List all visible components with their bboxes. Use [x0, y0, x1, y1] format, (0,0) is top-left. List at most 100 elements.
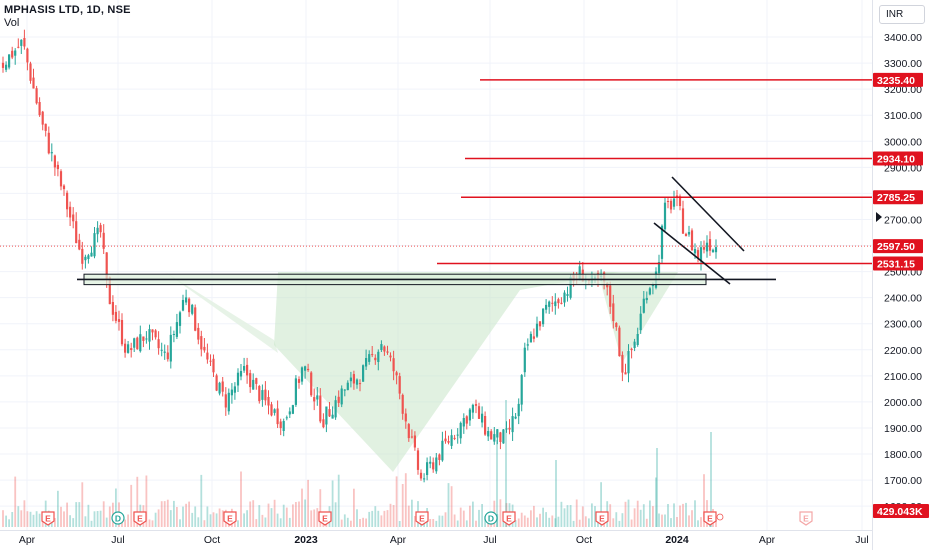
- candle-body: [258, 386, 261, 402]
- volume-bar: [90, 520, 93, 527]
- candle-body: [459, 422, 462, 439]
- candle-body: [426, 462, 429, 475]
- candle-body: [197, 327, 200, 340]
- volume-bar: [316, 508, 319, 527]
- volume-bar: [469, 505, 471, 527]
- volume-bar: [688, 515, 690, 527]
- time-tick-label: 2023: [294, 534, 318, 546]
- volume-bar: [618, 520, 621, 527]
- volume-bar: [612, 518, 615, 527]
- candle-body: [41, 111, 44, 125]
- volume-bar: [630, 519, 633, 527]
- wedge-lower-line: [653, 222, 731, 285]
- candle-body: [117, 319, 121, 322]
- volume-bar: [715, 520, 717, 527]
- candle-body: [279, 421, 282, 429]
- candle-body: [66, 192, 69, 210]
- candle-body: [185, 297, 188, 303]
- volume-bar: [26, 511, 29, 527]
- volume-bar: [154, 512, 157, 527]
- volume-bar: [371, 510, 374, 527]
- candle-body: [233, 386, 236, 393]
- candle-body: [294, 378, 297, 405]
- volume-bar: [542, 507, 544, 527]
- volume-bar: [555, 460, 557, 527]
- dividend-event-icon: [484, 511, 498, 525]
- volume-bar: [69, 515, 71, 527]
- candle-body: [532, 336, 535, 339]
- volume-bar: [240, 471, 242, 527]
- candle-body: [538, 321, 542, 327]
- volume-bar: [334, 502, 337, 527]
- candle-body: [493, 434, 496, 442]
- candle-body: [78, 239, 81, 250]
- candle-body: [212, 358, 215, 373]
- volume-bar: [108, 506, 111, 527]
- candle-body: [105, 252, 108, 280]
- candle-body: [642, 298, 645, 313]
- volume-bar: [496, 440, 498, 527]
- volume-bar: [554, 518, 557, 527]
- time-axis: Apr Jul Oct 2023 Apr Jul Oct 2024 Apr Jul: [19, 534, 869, 546]
- candle-body: [120, 320, 124, 345]
- candle-body: [285, 417, 288, 419]
- event-icon-letter: E: [322, 514, 328, 524]
- candle-body: [618, 327, 621, 357]
- candle-body: [423, 478, 426, 480]
- candle-body: [535, 323, 539, 337]
- pattern-right-shoulder: [598, 272, 678, 363]
- candle-body: [624, 372, 627, 375]
- earnings-event-icon: [41, 511, 55, 526]
- volume-bar: [685, 502, 687, 527]
- volume-bar: [270, 508, 273, 527]
- candle-body: [291, 405, 294, 414]
- volume-bar: [664, 514, 666, 527]
- volume-bar: [157, 509, 160, 527]
- volume-bar: [267, 503, 270, 527]
- candle-body: [50, 152, 53, 154]
- dividend-event-icon: [111, 511, 125, 525]
- volume-bar: [191, 512, 194, 527]
- event-icon-letter: D: [488, 514, 494, 524]
- candle-body: [419, 472, 423, 479]
- candle-body: [669, 200, 673, 210]
- candle-body: [404, 413, 407, 422]
- candle-body: [29, 63, 32, 81]
- wedge-upper-line: [671, 176, 745, 252]
- candle-body: [337, 396, 340, 403]
- volume-bar: [17, 506, 20, 527]
- candle-body: [477, 406, 481, 419]
- last-price-tag-bg: [873, 239, 923, 254]
- candle-body: [276, 408, 279, 425]
- symbol-title[interactable]: MPHASIS LTD, 1D, NSE: [4, 4, 131, 16]
- volume-bar: [151, 520, 154, 527]
- volume-bar: [591, 503, 593, 527]
- candle-body: [660, 225, 664, 259]
- volume-bar: [679, 505, 681, 527]
- volume-bar: [194, 506, 197, 527]
- candle-body: [72, 214, 75, 222]
- candle-body: [401, 394, 404, 414]
- time-tick-label: Apr: [19, 534, 36, 546]
- candle-body: [249, 373, 252, 388]
- volume-bar: [115, 488, 117, 527]
- currency-button[interactable]: INR: [879, 5, 925, 24]
- candle-body: [239, 371, 243, 377]
- candle-body: [444, 438, 447, 442]
- candle-body: [651, 284, 654, 287]
- event-icon-letter: E: [137, 514, 143, 524]
- volume-bar: [258, 505, 261, 527]
- volume-bar: [206, 506, 209, 527]
- candle-body: [209, 360, 212, 362]
- volume-bar: [169, 510, 172, 527]
- volume-bar: [32, 514, 35, 527]
- volume-bar: [160, 501, 163, 527]
- candle-body: [636, 334, 639, 345]
- time-tick-label: Jul: [111, 534, 124, 546]
- volume-bar: [667, 504, 669, 527]
- candle-body: [319, 395, 322, 422]
- candle-body: [53, 155, 56, 168]
